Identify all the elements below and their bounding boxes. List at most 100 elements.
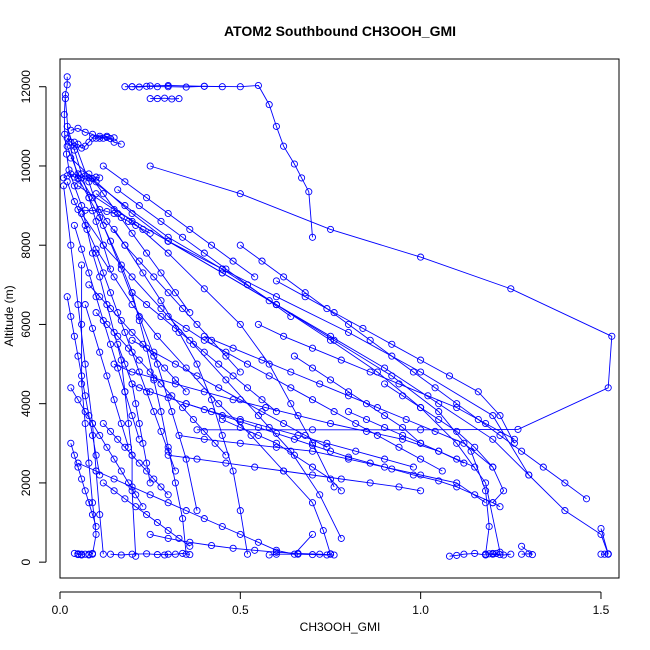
data-point [287,400,295,408]
data-point [254,431,262,439]
data-point [402,415,410,424]
data-point [482,419,490,428]
series-line [384,383,505,504]
data-point [175,95,183,103]
data-point [85,138,93,146]
data-point [70,182,78,190]
data-point [218,83,226,91]
y-tick-label: 2000 [19,469,33,496]
data-point [485,522,493,531]
data-point [272,277,280,285]
data-point [207,541,216,550]
data-point [74,396,82,404]
data-point [146,368,154,376]
data-point [417,455,425,463]
data-point [280,273,288,281]
data-point [96,471,104,479]
data-point [500,487,508,495]
data-point [146,530,154,538]
data-point [366,368,374,376]
data-point [78,202,86,210]
data-point [294,549,302,557]
data-point [88,207,97,215]
series-44 [272,277,518,447]
data-point [157,217,165,225]
data-point [424,392,432,400]
series-58 [290,352,425,447]
series-64 [114,186,295,321]
series-line [150,97,180,100]
data-point [229,257,237,265]
y-tick-label: 12000 [19,70,33,104]
data-point [63,134,71,142]
data-point [74,140,82,148]
data-point [301,431,309,439]
data-point [70,549,78,557]
data-point [63,172,71,180]
data-point [161,551,169,559]
data-point [337,534,345,542]
data-point [121,83,129,91]
series-61 [85,170,194,317]
data-point [132,221,140,229]
data-point [352,447,360,455]
data-point [453,479,461,487]
data-point [258,408,266,416]
data-point [88,499,97,507]
data-point [135,257,143,265]
data-point [61,130,69,138]
data-point [326,225,335,233]
data-point [182,388,190,396]
data-point [200,285,208,293]
data-point [124,479,133,487]
series-28 [74,205,154,237]
data-point [114,209,122,218]
data-point [106,550,115,558]
data-point [114,364,122,372]
data-point [301,289,309,297]
data-point [110,134,118,142]
data-point [117,140,125,148]
series-line [240,244,587,500]
data-point [507,285,515,293]
data-point [243,384,252,392]
data-point [164,237,172,245]
data-point [128,550,136,558]
data-point [182,455,190,463]
data-point [103,320,111,328]
data-point [124,419,133,428]
data-point [164,451,172,459]
data-point [344,455,353,463]
series-line [131,292,277,412]
x-axis-label: CH3OOH_GMI [300,620,381,634]
data-point [200,515,208,523]
series-39 [128,289,280,416]
y-axis-label: Altitude (m) [2,285,16,346]
data-point [435,408,443,416]
data-point [110,455,118,463]
data-point [236,368,244,376]
data-point [164,526,172,535]
data-point [70,198,78,206]
data-point [316,491,324,499]
data-point [88,431,97,439]
data-point [308,471,317,479]
data-point [157,269,165,277]
data-point [179,404,187,412]
data-point [110,487,118,495]
data-point [381,463,389,471]
data-point [143,511,151,519]
series-56 [67,439,100,531]
data-point [489,435,497,443]
data-point [305,188,313,196]
data-point [431,427,439,435]
series-line [84,304,129,448]
data-point [171,550,179,558]
data-point [243,360,252,368]
data-point [381,380,389,388]
data-point [135,368,143,376]
y-tick-label: 6000 [19,311,33,338]
data-point [74,463,82,471]
data-point [168,95,176,103]
